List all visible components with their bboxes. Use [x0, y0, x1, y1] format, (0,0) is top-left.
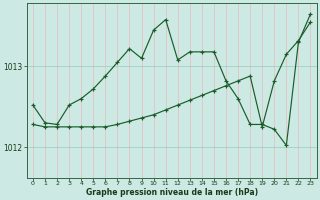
X-axis label: Graphe pression niveau de la mer (hPa): Graphe pression niveau de la mer (hPa) — [86, 188, 258, 197]
